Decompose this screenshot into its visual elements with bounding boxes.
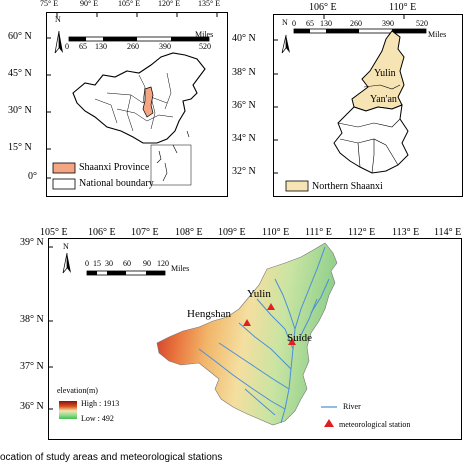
panel-b-lat-tick-1: 40° N	[232, 33, 256, 44]
station-label-suide: Suide	[287, 332, 313, 344]
panel-c-scale-unit: Miles	[171, 264, 190, 273]
panel-c-lon-tick-4: 108° E	[175, 227, 203, 238]
panel-c-scale-90: 90	[143, 259, 151, 268]
panel-c-lat-tick-4: 36° N	[20, 401, 44, 412]
panel-b-scale-bar	[293, 28, 427, 34]
panel-a-legend-shaanxi: Shaanxi Province	[79, 162, 150, 173]
panel-a-lat-tick-4: 15° N	[8, 142, 32, 153]
legend-station-marker	[324, 419, 334, 427]
panel-b-map-frame: N 0 65 130 260 390 520 Miles Yulin Yan'a…	[273, 14, 463, 197]
region-label-yanan: Yan'an	[370, 94, 397, 105]
elevation-legend-title: elevation(m)	[57, 386, 98, 395]
panel-c-scale-bar	[86, 270, 166, 276]
panel-c-scale-15: 15	[93, 259, 101, 268]
elevation-ramp	[59, 401, 77, 419]
panel-a-scale-65: 65	[79, 42, 87, 51]
shaanxi-map	[274, 15, 427, 192]
panel-a-north-label: N	[55, 15, 61, 24]
panel-c-lon-tick-10: 114° E	[434, 227, 462, 238]
panel-b-scale-0: 0	[292, 19, 296, 28]
panel-a-lon-tick-3: 105° E	[118, 0, 141, 8]
elevation-legend-high: High : 1913	[81, 399, 120, 408]
panel-a-lat-tick-1: 60° N	[8, 31, 32, 42]
river-network	[198, 246, 330, 424]
panel-c-lon-tick-6: 110° E	[262, 227, 290, 238]
panel-a-map-frame: N 0 65 130 260 390 520 Miles Shaanxi Pro…	[46, 12, 228, 197]
panel-a-scale-390: 390	[159, 42, 171, 51]
panel-a-lon-tick-1: 75° E	[40, 0, 59, 8]
station-label-yulin: Yulin	[247, 288, 271, 300]
panel-a-scale-520: 520	[199, 42, 211, 51]
panel-c-scale-120: 120	[157, 259, 169, 268]
panel-c-lon-tick-9: 113° E	[392, 227, 420, 238]
panel-b-scale-130: 130	[320, 19, 332, 28]
panel-a-scale-unit: Miles	[195, 30, 214, 39]
panel-b-scale-520: 520	[416, 19, 428, 28]
panel-c-lon-tick-5: 109° E	[218, 227, 246, 238]
shaanxi-province-highlight	[142, 86, 154, 118]
panel-b-scale-390: 390	[382, 19, 394, 28]
station-suide-marker	[288, 338, 296, 345]
station-hengshan-marker	[243, 319, 251, 326]
panel-b-north-label: N	[282, 18, 288, 27]
panel-c-lat-tick-2: 38° N	[20, 314, 44, 325]
panel-c-lon-tick-3: 107° E	[131, 227, 159, 238]
panel-a-lat-tick-2: 45° N	[8, 68, 32, 79]
legend-river-label: River	[343, 402, 361, 411]
panel-c-map-frame: N 0 15 30 60 90 120 Miles Yulin Hengshan…	[48, 238, 462, 440]
panel-a-lon-tick-5: 135° E	[198, 0, 221, 8]
panel-b-lon-tick-2: 110° E	[389, 2, 417, 13]
panel-b-north-arrow	[281, 34, 290, 54]
panel-c-lon-tick-8: 112° E	[348, 227, 376, 238]
panel-b-lat-tick-5: 32° N	[232, 166, 256, 177]
china-map	[47, 13, 218, 190]
panel-b-lat-tick-2: 38° N	[232, 67, 256, 78]
china-outline	[72, 52, 206, 144]
panel-c-scale-60: 60	[123, 259, 131, 268]
panel-c-lon-tick-2: 106° E	[88, 227, 116, 238]
panel-a-lon-tick-2: 90° E	[80, 0, 99, 8]
panel-a-lon-tick-4: 120° E	[158, 0, 181, 8]
panel-a-scale-0: 0	[65, 42, 69, 51]
southern-shaanxi-region	[333, 104, 409, 174]
panel-c-lon-tick-7: 111° E	[305, 227, 332, 238]
panel-a-scale-260: 260	[127, 42, 139, 51]
figure-caption: ocation of study areas and meteorologica…	[0, 452, 223, 463]
panel-a-lat-tick-5: 0°	[28, 171, 37, 182]
panel-a-scale-bar	[68, 36, 210, 42]
legend-station-label: meteorological station	[339, 420, 411, 429]
region-label-yulin: Yulin	[374, 68, 396, 79]
panel-a-lat-tick-3: 30° N	[8, 105, 32, 116]
panel-b-lon-tick-1: 106° E	[309, 2, 337, 13]
panel-a-legend-boundary: National boundary	[79, 178, 154, 189]
panel-c-scale-0: 0	[85, 259, 89, 268]
panel-b-scale-65: 65	[306, 19, 314, 28]
panel-b-scale-unit: Miles	[428, 30, 447, 39]
station-yulin-marker	[267, 303, 275, 310]
panel-c-scale-30: 30	[105, 259, 113, 268]
panel-a-north-arrow	[54, 30, 63, 54]
panel-b-lat-tick-4: 34° N	[232, 133, 256, 144]
elevation-legend-low: Low : 492	[81, 414, 114, 423]
panel-b-scale-260: 260	[350, 19, 362, 28]
station-label-hengshan: Hengshan	[187, 308, 231, 320]
panel-c-lat-tick-3: 37° N	[20, 361, 44, 372]
panel-c-north-label: N	[63, 242, 69, 251]
panel-b-lat-tick-3: 36° N	[232, 100, 256, 111]
panel-c-lon-tick-1: 105° E	[40, 227, 68, 238]
panel-a-scale-130: 130	[95, 42, 107, 51]
northern-shaanxi-terrain	[156, 242, 338, 426]
panel-c-lat-tick-1: 39° N	[20, 237, 44, 248]
panel-c-north-arrow	[62, 252, 71, 274]
panel-b-legend-northern: Northern Shaanxi	[312, 181, 383, 192]
elevation-map	[49, 242, 338, 427]
